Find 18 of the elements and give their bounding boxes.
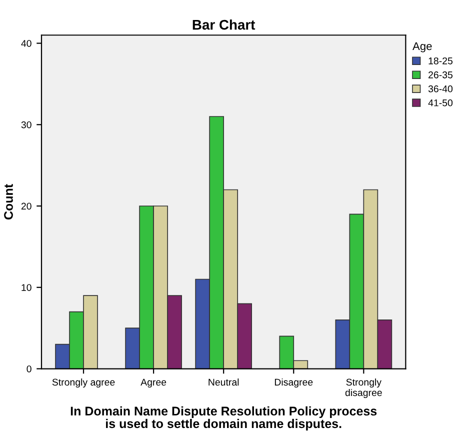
x-tick-label: Strongly agree (52, 378, 115, 388)
legend-label: 41-50 (428, 99, 453, 106)
x-axis-title: In Domain Name Dispute Resolution Policy process is used to settle domain name disputes. (70, 406, 377, 431)
x-tick-label: Agree (140, 378, 166, 388)
y-tick-label: 40 (21, 40, 32, 47)
chart-title: Bar Chart (192, 20, 256, 30)
y-axis-title: Count (4, 184, 13, 220)
legend-title: Age (412, 42, 432, 52)
y-tick-label: 10 (22, 284, 32, 292)
y-tick-label: 20 (21, 202, 32, 210)
legend-label: 26-35 (428, 71, 452, 78)
x-tick-label: Neutral (208, 378, 239, 386)
x-tick-label: Disagree (274, 378, 313, 388)
x-tick-label: Strongly disagree (345, 378, 382, 398)
legend-label: 36-40 (428, 85, 453, 92)
y-tick-label: 30 (21, 121, 32, 128)
y-tick-label: 0 (26, 365, 32, 372)
legend-label: 18-25 (428, 57, 452, 64)
